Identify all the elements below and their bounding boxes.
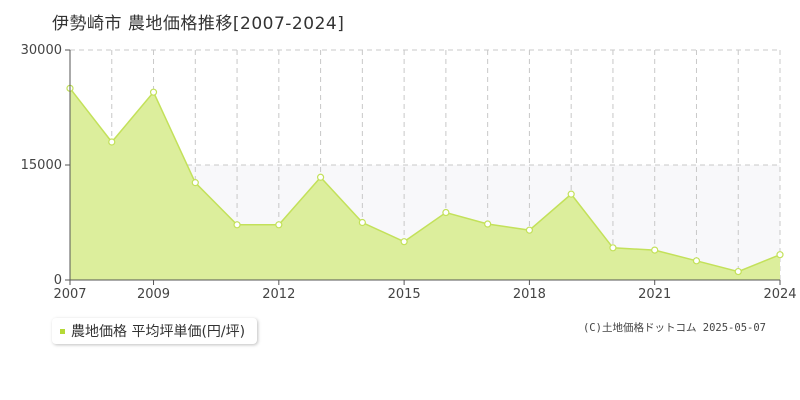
series-area (70, 88, 780, 280)
data-point (400, 238, 408, 246)
data-point (108, 138, 116, 146)
data-point (776, 251, 784, 259)
y-tick-label: 15000 (21, 158, 62, 173)
data-point (275, 221, 283, 229)
data-point (233, 221, 241, 229)
copyright-text: (C)土地価格ドットコム 2025-05-07 (582, 322, 766, 334)
x-tick-label: 2021 (638, 287, 671, 302)
x-tick-label: 2007 (53, 287, 86, 302)
x-tick-label: 2018 (513, 287, 546, 302)
chart-title: 伊勢崎市 農地価格推移[2007-2024] (52, 14, 345, 34)
data-point (734, 267, 742, 276)
data-point (149, 88, 158, 96)
data-point (484, 220, 492, 228)
x-tick-label: 2015 (388, 287, 421, 302)
data-point (358, 218, 366, 227)
data-point (692, 257, 701, 265)
data-point (651, 246, 659, 254)
legend-label: 農地価格 平均坪単価(円/坪) (71, 324, 246, 340)
data-point (525, 226, 534, 234)
x-tick-label: 2024 (763, 287, 796, 302)
data-point (567, 190, 575, 198)
data-point (609, 244, 617, 252)
y-tick-label: 30000 (21, 43, 62, 58)
data-point (191, 179, 199, 187)
legend-swatch (60, 328, 65, 334)
data-point (316, 173, 325, 181)
x-tick-label: 2012 (262, 287, 295, 302)
series-line (69, 87, 781, 273)
chart-legend: 農地価格 平均坪単価(円/坪) (52, 318, 258, 344)
data-point (442, 208, 450, 217)
x-tick-label: 2009 (137, 287, 170, 302)
y-tick-label: 0 (54, 273, 62, 288)
